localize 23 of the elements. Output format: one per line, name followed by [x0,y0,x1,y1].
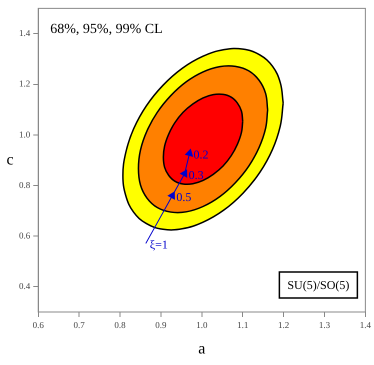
x-tick-label: 0.7 [74,320,86,330]
y-tick-label: 1.0 [19,129,31,140]
y-axis-title: c [6,151,14,168]
y-tick-label: 0.6 [19,230,31,240]
y-tick-label: 1.4 [19,28,31,38]
annotation: ξ=1 [150,238,168,252]
annotation: 68%, 95%, 99% CL [50,22,163,38]
x-tick-label: 1.2 [278,320,290,330]
x-tick-label: 0.8 [114,320,126,330]
y-tick-label: 0.4 [19,281,31,292]
x-tick-label: 1.1 [237,320,248,330]
annotation: 0.2 [194,148,209,162]
x-tick-label: 0.9 [155,320,168,330]
x-tick-label: 1.3 [318,320,331,330]
annotation: SU(5)/SO(5) [287,278,350,292]
y-tick-label: 1.2 [19,78,30,89]
annotation: 0.5 [176,190,192,204]
annotation: 0.3 [188,168,204,182]
x-axis-title: a [198,340,206,358]
x-tick-label: 1.0 [196,320,208,330]
y-tick-label: 0.8 [19,180,31,190]
x-tick-label: 1.4 [360,320,372,330]
x-tick-label: 0.6 [32,320,44,330]
